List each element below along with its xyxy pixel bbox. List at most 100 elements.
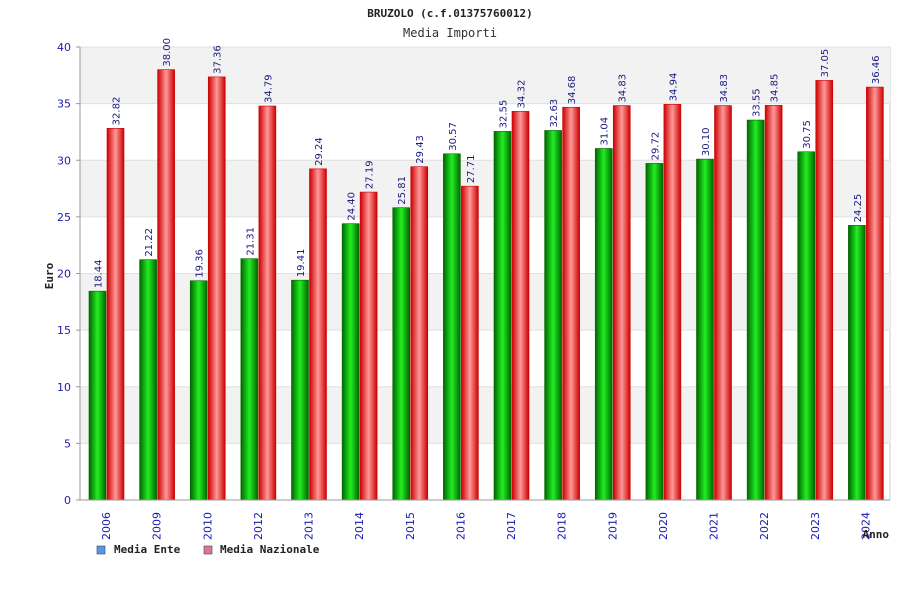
y-axis-label: Euro <box>43 262 56 289</box>
data-labels: 18.44 32.82 21.22 38.00 19.36 37.36 21.31 34.79… <box>94 38 882 288</box>
x-tick-label: 2012 <box>252 512 265 540</box>
data-label-ente-2013: 19.41 <box>296 249 307 278</box>
bar-ente-2017 <box>493 131 512 501</box>
data-label-nazionale-2013: 29.24 <box>314 137 325 166</box>
data-label-ente-2020: 29.72 <box>650 132 661 161</box>
x-tick-label: 2017 <box>505 512 518 540</box>
data-label-nazionale-2016: 27.71 <box>466 155 477 184</box>
bar-nazionale-2023 <box>815 80 834 501</box>
data-label-nazionale-2021: 34.83 <box>719 74 730 103</box>
x-tick-label: 2021 <box>708 512 721 540</box>
bar-ente-2006 <box>88 290 107 501</box>
data-label-ente-2019: 31.04 <box>600 117 611 146</box>
data-label-ente-2006: 18.44 <box>94 260 105 289</box>
legend-label-ente: Media Ente <box>114 543 181 556</box>
bar-nazionale-2024 <box>866 86 884 501</box>
y-tick-label: 40 <box>57 41 71 54</box>
y-tick-label: 10 <box>57 381 71 394</box>
y-tick-label: 15 <box>57 324 71 337</box>
x-tick-label: 2022 <box>758 512 771 540</box>
data-label-nazionale-2022: 34.85 <box>770 74 781 103</box>
legend-swatch-nazionale <box>203 545 213 555</box>
bar-nazionale-2020 <box>663 104 682 501</box>
data-label-nazionale-2018: 34.68 <box>567 76 578 105</box>
bar-nazionale-2010 <box>207 76 226 501</box>
data-label-ente-2023: 30.75 <box>802 120 813 149</box>
x-axis-label: Anno <box>863 528 890 541</box>
bar-nazionale-2013 <box>309 168 327 501</box>
x-tick-label: 2013 <box>303 512 316 540</box>
data-label-ente-2009: 21.22 <box>144 228 155 257</box>
x-tick-label: 2023 <box>809 512 822 540</box>
bar-ente-2024 <box>848 225 866 501</box>
data-label-ente-2016: 30.57 <box>448 122 459 151</box>
bar-nazionale-2014 <box>359 191 378 501</box>
data-label-nazionale-2015: 29.43 <box>415 135 426 164</box>
data-label-nazionale-2006: 32.82 <box>112 97 123 126</box>
y-tick-label: 30 <box>57 154 71 167</box>
bar-nazionale-2009 <box>157 69 175 501</box>
bar-nazionale-2006 <box>106 128 125 501</box>
x-tick-label: 2010 <box>201 512 214 540</box>
bar-nazionale-2022 <box>764 105 783 501</box>
data-label-nazionale-2020: 34.94 <box>668 73 679 102</box>
bar-ente-2021 <box>696 158 714 501</box>
bar-ente-2012 <box>240 258 259 501</box>
data-label-nazionale-2017: 34.32 <box>517 80 528 109</box>
x-tick-label: 2024 <box>859 512 872 540</box>
bar-nazionale-2015 <box>410 166 429 501</box>
y-tick-label: 35 <box>57 98 71 111</box>
data-label-ente-2024: 24.25 <box>853 194 864 223</box>
data-label-ente-2010: 19.36 <box>195 249 206 278</box>
x-tick-label: 2009 <box>151 512 164 540</box>
data-label-nazionale-2019: 34.83 <box>618 74 629 103</box>
bar-ente-2019 <box>594 148 613 501</box>
bar-series <box>88 69 884 501</box>
chart-subtitle: Media Importi <box>403 26 497 40</box>
x-tick-label: 2016 <box>454 512 467 540</box>
x-tick-label: 2020 <box>657 512 670 540</box>
data-label-ente-2022: 33.55 <box>752 88 763 117</box>
bar-ente-2010 <box>189 280 208 501</box>
data-label-nazionale-2012: 34.79 <box>263 74 274 103</box>
x-tick-label: 2015 <box>404 512 417 540</box>
x-tick-label: 2014 <box>353 512 366 540</box>
y-tick-label: 0 <box>64 494 71 507</box>
x-tick-label: 2006 <box>100 512 113 540</box>
x-axis-ticks: 2006 2009 2010 2012 2013 2014 2015 2016 2017 2018… <box>100 512 872 540</box>
data-label-nazionale-2024: 36.46 <box>871 55 882 84</box>
data-label-nazionale-2014: 27.19 <box>365 160 376 189</box>
bar-nazionale-2019 <box>612 105 631 501</box>
data-label-ente-2021: 30.10 <box>701 127 712 156</box>
data-label-ente-2018: 32.63 <box>549 99 560 128</box>
data-label-ente-2012: 21.31 <box>245 227 256 256</box>
y-tick-label: 5 <box>64 437 71 450</box>
bar-nazionale-2018 <box>562 106 580 501</box>
data-label-ente-2017: 32.55 <box>499 100 510 129</box>
legend-label-nazionale: Media Nazionale <box>220 543 320 556</box>
bar-ente-2023 <box>797 151 816 501</box>
legend: Media Ente Media Nazionale <box>96 543 320 556</box>
x-tick-label: 2018 <box>556 512 569 540</box>
chart-title: BRUZOLO (c.f.01375760012) <box>367 7 533 20</box>
bar-ente-2016 <box>443 153 461 501</box>
y-tick-label: 20 <box>57 268 71 281</box>
bar-nazionale-2021 <box>714 105 732 501</box>
bar-nazionale-2016 <box>461 185 479 501</box>
data-label-ente-2015: 25.81 <box>397 176 408 205</box>
y-axis-ticks: 0 5 10 15 20 25 30 35 40 <box>57 41 80 507</box>
x-tick-label: 2019 <box>606 512 619 540</box>
bar-ente-2018 <box>544 130 562 501</box>
bar-ente-2022 <box>746 119 765 501</box>
bar-nazionale-2012 <box>258 105 277 501</box>
data-label-nazionale-2010: 37.36 <box>213 45 224 74</box>
bar-ente-2014 <box>341 223 360 501</box>
legend-swatch-ente <box>96 545 106 555</box>
data-label-nazionale-2009: 38.00 <box>162 38 173 67</box>
bar-ente-2015 <box>392 207 411 501</box>
y-tick-label: 25 <box>57 211 71 224</box>
grid-band <box>80 47 890 104</box>
bar-ente-2013 <box>291 279 309 501</box>
bar-nazionale-2017 <box>511 111 530 501</box>
